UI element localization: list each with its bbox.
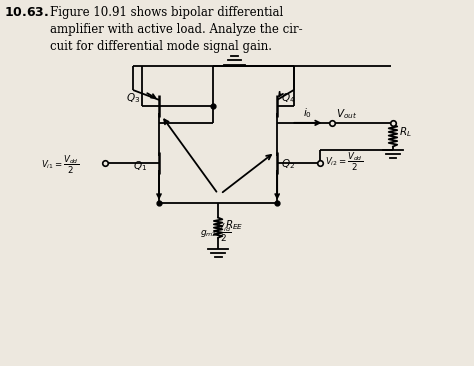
- Text: $V_{i2}{=}\dfrac{V_{dd}}{2}$: $V_{i2}{=}\dfrac{V_{dd}}{2}$: [325, 151, 364, 173]
- Text: $V_{out}$: $V_{out}$: [336, 107, 357, 121]
- Text: cuit for differential mode signal gain.: cuit for differential mode signal gain.: [50, 40, 273, 53]
- Text: $Q_1$: $Q_1$: [133, 160, 147, 173]
- Text: $R_L$: $R_L$: [399, 125, 411, 139]
- Text: $R_{EE}$: $R_{EE}$: [225, 219, 244, 232]
- Text: $Q_4$: $Q_4$: [281, 91, 295, 105]
- Text: $\mathbf{10.63.}$: $\mathbf{10.63.}$: [4, 6, 49, 19]
- Text: $Q_3$: $Q_3$: [126, 91, 140, 105]
- Text: $i_0$: $i_0$: [303, 106, 312, 120]
- Text: $V_{i1}{=}\dfrac{V_{dd}}{2}$: $V_{i1}{=}\dfrac{V_{dd}}{2}$: [41, 154, 79, 176]
- Text: $g_{m2}\,\dfrac{V_{id}}{2}$: $g_{m2}\,\dfrac{V_{id}}{2}$: [200, 221, 232, 244]
- Text: amplifier with active load. Analyze the cir-: amplifier with active load. Analyze the …: [50, 23, 303, 36]
- Text: $Q_2$: $Q_2$: [281, 157, 295, 171]
- Text: Figure 10.91 shows bipolar differential: Figure 10.91 shows bipolar differential: [50, 6, 283, 19]
